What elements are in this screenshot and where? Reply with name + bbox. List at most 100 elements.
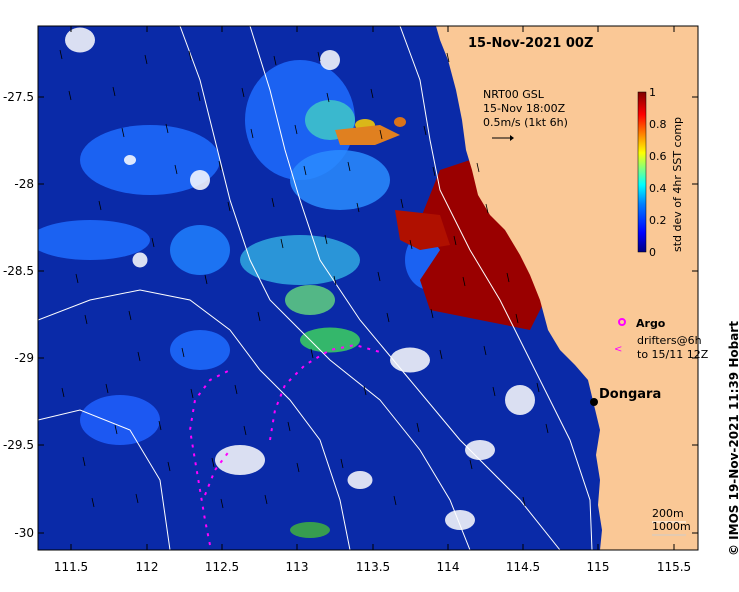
y-tick-label: -27.5	[2, 90, 34, 104]
drifter-legend: drifters@6h to 15/11 12Z	[637, 334, 708, 362]
axis-ticks	[38, 26, 698, 550]
current-vector	[432, 166, 436, 177]
contour-deep-2	[38, 289, 351, 550]
contour-1000m	[249, 26, 561, 550]
sst-patch	[390, 347, 430, 373]
current-vector	[59, 49, 63, 60]
x-tick-label: 112	[135, 560, 159, 574]
current-vector	[416, 422, 420, 433]
current-vector	[363, 385, 367, 396]
current-vector	[167, 461, 171, 472]
current-vectors	[59, 49, 549, 509]
colorbar-tick: 0.8	[649, 118, 667, 131]
current-vector	[211, 457, 215, 468]
current-vector	[271, 197, 275, 208]
current-vector	[423, 125, 427, 136]
current-vector	[112, 86, 116, 97]
x-tick-label: 113	[285, 560, 309, 574]
y-tick-label: -29.5	[2, 438, 34, 452]
current-vector	[220, 498, 224, 509]
sst-patch-high	[420, 160, 545, 330]
current-vector	[324, 234, 328, 245]
current-vector	[326, 92, 330, 103]
sst-patch	[320, 50, 340, 70]
current-vector	[218, 160, 222, 171]
contour-deep	[179, 26, 471, 550]
sst-patch	[80, 125, 220, 195]
contour-legend-200m: 200m	[652, 507, 684, 520]
argo-marker	[618, 318, 626, 326]
sst-patch	[505, 385, 535, 415]
sst-patch	[240, 235, 360, 285]
current-vector	[273, 55, 277, 66]
current-vector	[522, 496, 526, 507]
current-vector	[75, 273, 79, 284]
current-vector	[188, 50, 192, 61]
argo-label: Argo	[636, 317, 666, 330]
sst-patch-high	[395, 210, 450, 250]
colorbar-tick: 0.4	[649, 182, 667, 195]
contour-deep-3	[38, 409, 171, 550]
y-tick-label: -30	[14, 526, 34, 540]
land-area	[436, 26, 698, 550]
colorbar-tick: 0.6	[649, 150, 667, 163]
current-vector	[333, 275, 337, 286]
contour-legend-1000m: 1000m	[652, 520, 691, 533]
sst-patch	[445, 510, 475, 530]
plot-border	[37, 25, 699, 551]
current-vector	[439, 349, 443, 360]
sst-patch	[245, 60, 355, 180]
sst-patch	[465, 440, 495, 460]
info-line-3: 0.5m/s (1kt 6h)	[483, 116, 568, 129]
current-vector	[181, 347, 185, 358]
colorbar-label: std dev of 4hr SST comp	[671, 116, 684, 252]
current-vector	[91, 497, 95, 508]
current-vector	[121, 127, 125, 138]
drifter-tracks	[188, 343, 381, 546]
current-vector	[204, 274, 208, 285]
colorbar-tick: 0.2	[649, 214, 667, 227]
current-vector	[98, 200, 102, 211]
sst-field	[38, 27, 545, 538]
y-tick-label: -28.5	[2, 264, 34, 278]
current-vector	[515, 313, 519, 324]
info-line-2: 15-Nov 18:00Z	[483, 102, 566, 115]
place-label: Dongara	[599, 387, 662, 402]
current-vector	[386, 312, 390, 323]
current-vector	[476, 162, 480, 173]
current-vector	[287, 421, 291, 432]
current-vector	[393, 495, 397, 506]
current-vector	[492, 386, 496, 397]
current-vector	[446, 52, 450, 63]
current-vector	[68, 90, 72, 101]
current-vector	[114, 424, 118, 435]
current-vector	[174, 164, 178, 175]
x-tick-label: 115	[586, 560, 610, 574]
sst-patch-mid	[335, 125, 400, 145]
current-vector	[135, 493, 139, 504]
current-vector	[545, 423, 549, 434]
current-vector	[294, 124, 298, 135]
current-vector	[82, 456, 86, 467]
dongara-marker	[590, 398, 598, 406]
current-vector	[379, 129, 383, 140]
sst-patch	[190, 170, 210, 190]
current-vector	[84, 314, 88, 325]
contour-200m	[399, 26, 593, 550]
sst-patch	[38, 220, 150, 260]
current-vector	[61, 387, 65, 398]
sst-patch	[124, 155, 136, 165]
current-vector	[144, 54, 148, 65]
current-vector	[462, 276, 466, 287]
drifter-legend-line-1: drifters@6h	[637, 334, 702, 347]
sst-patch	[132, 252, 148, 268]
sst-patch	[170, 225, 230, 275]
x-tick-label: 114	[436, 560, 460, 574]
sst-patch	[65, 27, 95, 53]
current-vector	[257, 311, 261, 322]
current-vector	[128, 310, 132, 321]
current-vector	[303, 165, 307, 176]
current-vector	[190, 388, 194, 399]
current-vector	[536, 382, 540, 393]
y-tick-label: -29	[14, 351, 34, 365]
